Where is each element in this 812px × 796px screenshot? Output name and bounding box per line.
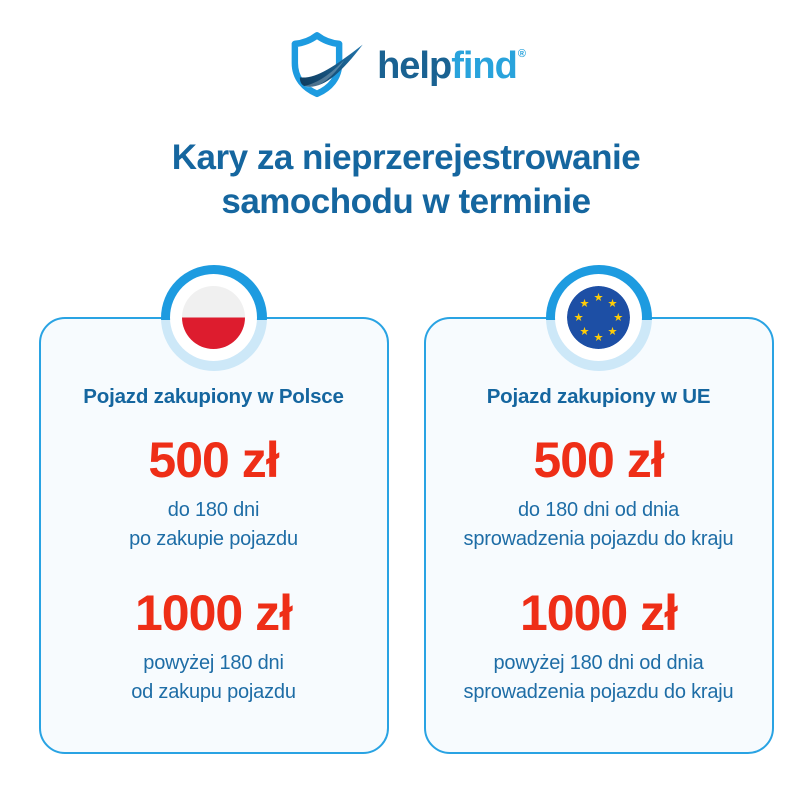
logo-wordmark: help find ® <box>377 45 526 87</box>
penalty-item: 1000 zł powyżej 180 dni od dnia sprowadz… <box>426 584 772 707</box>
trademark-symbol: ® <box>517 48 526 60</box>
page-title-line1: Kary za nieprzerejestrowanie <box>171 138 641 177</box>
eu-flag-badge: ★ ★ ★ ★ ★ ★ ★ ★ <box>545 264 652 371</box>
page-title: Kary za nieprzerejestrowanie samochodu w… <box>171 136 641 224</box>
card-poland-header: Pojazd zakupiony w Polsce <box>83 384 344 408</box>
penalty-description: powyżej 180 dni od zakupu pojazdu <box>41 649 387 707</box>
penalty-description-line2: sprowadzenia pojazdu do kraju <box>463 527 734 550</box>
penalty-item: 500 zł do 180 dni po zakupie pojazdu <box>41 431 387 554</box>
svg-text:★: ★ <box>574 311 584 324</box>
svg-text:★: ★ <box>593 291 603 304</box>
penalty-description: do 180 dni od dnia sprowadzenia pojazdu … <box>426 496 772 554</box>
penalty-amount: 500 zł <box>533 431 664 488</box>
logo-text-find: find <box>451 45 518 87</box>
penalty-description-line1: do 180 dni od dnia <box>518 498 679 521</box>
penalty-description-line2: po zakupie pojazdu <box>129 527 298 550</box>
card-poland: Pojazd zakupiony w Polsce 500 zł do 180 … <box>38 264 389 754</box>
penalty-description: powyżej 180 dni od dnia sprowadzenia poj… <box>426 649 772 707</box>
svg-text:★: ★ <box>613 311 623 324</box>
penalty-description-line1: do 180 dni <box>167 498 260 521</box>
svg-text:★: ★ <box>608 325 618 338</box>
badge-white-ring <box>170 274 257 361</box>
penalty-amount: 1000 zł <box>519 584 678 641</box>
penalty-item: 500 zł do 180 dni od dnia sprowadzenia p… <box>426 431 772 554</box>
penalty-description: do 180 dni po zakupie pojazdu <box>41 496 387 554</box>
shield-swoosh-icon <box>291 32 363 98</box>
helpfind-logo: help find ® <box>287 26 526 106</box>
svg-text:★: ★ <box>579 325 589 338</box>
poland-flag-icon <box>182 286 245 349</box>
penalty-item: 1000 zł powyżej 180 dni od zakupu pojazd… <box>41 584 387 707</box>
penalty-amount: 1000 zł <box>134 584 293 641</box>
page-title-line2: samochodu w terminie <box>221 181 591 221</box>
penalty-description-line2: od zakupu pojazdu <box>131 680 296 703</box>
badge-white-ring: ★ ★ ★ ★ ★ ★ ★ ★ <box>555 274 642 361</box>
penalty-description-line1: powyżej 180 dni <box>143 651 284 674</box>
svg-text:★: ★ <box>579 297 589 310</box>
penalty-cards: Pojazd zakupiony w Polsce 500 zł do 180 … <box>38 264 774 754</box>
card-eu: ★ ★ ★ ★ ★ ★ ★ ★ Pojazd zakupiony w UE 50 <box>423 264 774 754</box>
penalty-description-line2: sprowadzenia pojazdu do kraju <box>463 680 734 703</box>
logo-text-help: help <box>377 45 452 87</box>
svg-text:★: ★ <box>608 297 618 310</box>
poland-flag-badge <box>160 264 267 371</box>
penalty-description-line1: powyżej 180 dni od dnia <box>493 651 704 674</box>
card-eu-header: Pojazd zakupiony w UE <box>486 384 711 408</box>
eu-flag-icon: ★ ★ ★ ★ ★ ★ ★ ★ <box>567 286 630 349</box>
penalty-amount: 500 zł <box>148 431 279 488</box>
svg-text:★: ★ <box>593 331 603 344</box>
